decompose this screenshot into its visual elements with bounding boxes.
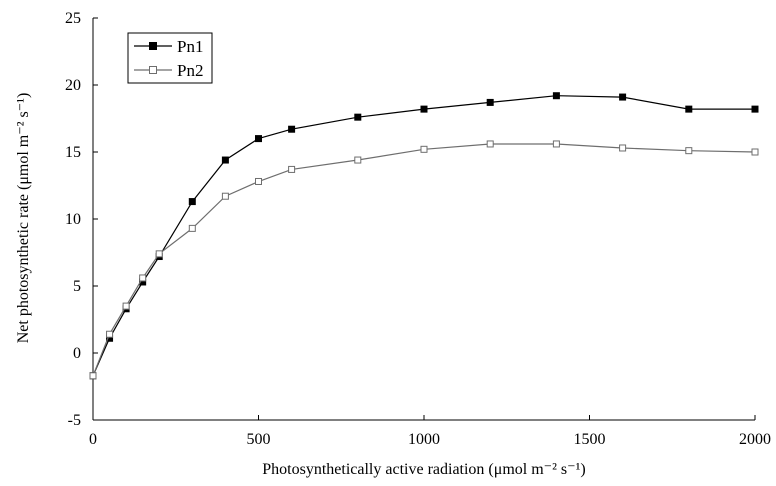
y-tick-label: 10 (65, 211, 81, 228)
series-line-pn1 (92, 95, 755, 377)
data-point-pn2 (122, 302, 130, 310)
data-point-pn1 (486, 98, 494, 106)
data-point-pn1 (685, 105, 693, 113)
legend-box (127, 32, 213, 84)
data-point-pn2 (288, 165, 296, 173)
x-axis-ticks: 0 500 1000 1500 2000 (89, 415, 771, 448)
x-tick-label: 500 (247, 431, 271, 448)
data-point-pn2 (106, 330, 114, 338)
x-tick-label: 2000 (739, 431, 771, 448)
y-tick-label: -5 (68, 412, 81, 429)
legend-label-pn1: Pn1 (177, 37, 203, 56)
data-point-pn2 (486, 140, 494, 148)
y-tick-label: 5 (73, 278, 81, 295)
y-axis-title: Net photosynthetic rate (μmol m⁻² s⁻¹) (15, 93, 32, 344)
data-point-pn1 (619, 93, 627, 101)
data-point-pn1 (354, 113, 362, 121)
legend-marker-pn2 (149, 66, 157, 74)
data-point-pn2 (89, 372, 97, 380)
x-axis-title: Photosynthetically active radiation (μmo… (262, 461, 585, 478)
data-point-pn2 (619, 144, 627, 152)
data-point-pn1 (288, 125, 296, 133)
data-point-pn2 (188, 224, 196, 232)
data-point-pn1 (552, 92, 560, 100)
y-tick-label: 25 (65, 10, 81, 27)
data-point-pn2 (751, 148, 759, 156)
x-tick-label: 1500 (574, 431, 606, 448)
series-pn2 (89, 140, 759, 380)
data-point-pn2 (255, 177, 262, 185)
legend-label-pn2: Pn2 (177, 61, 203, 80)
x-tick-label: 0 (89, 431, 97, 448)
data-point-pn2 (552, 140, 560, 148)
legend: Pn1 Pn2 (127, 32, 213, 84)
data-point-pn1 (221, 156, 229, 164)
data-point-pn2 (420, 145, 428, 153)
data-point-pn1 (188, 198, 196, 206)
y-tick-label: 0 (73, 345, 81, 362)
y-axis-ticks: -5 0 5 10 15 20 25 (65, 10, 98, 429)
y-tick-label: 15 (65, 144, 81, 161)
data-point-pn2 (685, 147, 693, 155)
data-point-pn2 (155, 250, 163, 258)
data-point-pn1 (255, 135, 262, 143)
data-point-pn1 (751, 105, 759, 113)
series-line-pn2 (92, 143, 756, 377)
data-point-pn2 (354, 156, 362, 164)
plot-area: 0 500 1000 1500 2000 -5 0 5 10 15 20 25 (65, 10, 771, 448)
data-point-pn2 (221, 192, 229, 200)
legend-marker-pn1 (149, 42, 157, 50)
series-pn1 (89, 92, 759, 380)
x-tick-label: 1000 (408, 431, 440, 448)
y-tick-label: 20 (65, 77, 81, 94)
data-point-pn2 (139, 274, 147, 282)
data-point-pn1 (420, 105, 428, 113)
series-layer (89, 92, 759, 380)
